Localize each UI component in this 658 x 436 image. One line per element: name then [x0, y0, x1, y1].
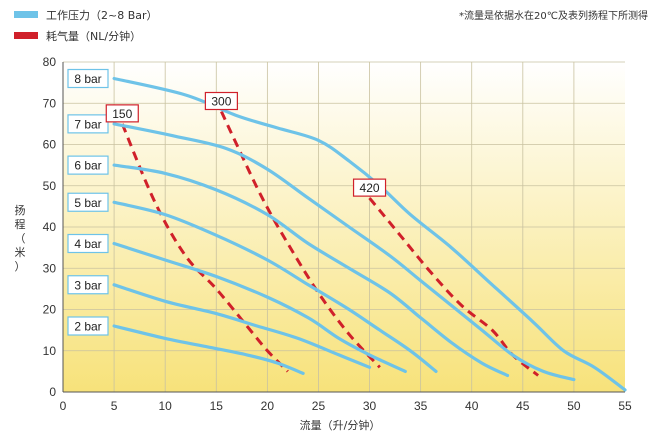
y-axis-label: 扬 程 （ 米 ）: [15, 203, 26, 273]
pressure-curve-3-bar: [112, 283, 372, 369]
air-label-box: [352, 178, 387, 197]
x-tick-label: 10: [159, 399, 173, 413]
pressure-label-7-bar: 7 bar: [74, 117, 101, 131]
air-line-150: [120, 123, 289, 373]
pressure-label-8-bar: 8 bar: [74, 72, 101, 86]
air-label-150: 150: [112, 107, 132, 121]
y-tick-label: 70: [43, 96, 57, 110]
x-tick-label: 30: [363, 399, 377, 413]
pressure-curve-2-bar: [112, 324, 305, 375]
x-tick-label: 0: [60, 399, 67, 413]
y-tick-label: 80: [43, 55, 57, 69]
y-axis-ticks: 0 10 20 30 40 50 60 70 80: [43, 55, 57, 399]
air-label-300: 300: [211, 95, 231, 109]
legend: 工作压力（2~8 Bar） 耗气量（NL/分钟）: [14, 9, 158, 43]
pressure-label-box: [67, 68, 109, 89]
pressure-curves: [112, 76, 627, 392]
pressure-labels: 8 bar 7 bar 6 bar 5 bar 4 bar 3 bar 2 bar: [67, 68, 109, 336]
pressure-label-box: [67, 155, 109, 175]
pressure-curve-7-bar: [112, 122, 576, 382]
pressure-label-3-bar: 3 bar: [74, 278, 101, 292]
y-tick-label: 40: [43, 220, 57, 234]
y-tick-label: 10: [43, 344, 57, 358]
x-tick-label: 35: [414, 399, 428, 413]
x-tick-label: 20: [261, 399, 275, 413]
legend-swatch-air: [14, 32, 38, 39]
x-tick-label: 25: [312, 399, 326, 413]
x-axis-ticks: 0 5 10 15 20 25 30 35 40 45 50 55: [60, 399, 632, 413]
y-axis-label-char: （: [15, 232, 26, 245]
legend-label-pressure: 工作压力（2~8 Bar）: [46, 9, 158, 22]
y-tick-label: 50: [43, 179, 57, 193]
pressure-label-box: [67, 114, 109, 134]
y-axis-label-char: 米: [15, 246, 26, 259]
air-label-box: [204, 91, 238, 111]
pressure-label-2-bar: 2 bar: [74, 320, 101, 334]
pressure-label-5-bar: 5 bar: [74, 196, 101, 210]
air-label-box: [105, 104, 139, 123]
pressure-label-box: [67, 275, 109, 295]
x-tick-label: 55: [618, 399, 632, 413]
y-axis-label-char: 程: [15, 218, 26, 231]
x-tick-label: 45: [516, 399, 530, 413]
y-tick-label: 0: [49, 385, 56, 399]
pressure-label-4-bar: 4 bar: [74, 237, 101, 251]
pressure-curve-5-bar: [112, 200, 438, 373]
measurement-note: *流量是依据水在20℃及表列扬程下所测得: [459, 9, 648, 22]
air-label-420: 420: [360, 181, 380, 195]
y-tick-label: 20: [43, 303, 57, 317]
legend-label-air: 耗气量（NL/分钟）: [46, 29, 141, 43]
y-axis-label-char: ）: [15, 260, 26, 273]
x-tick-label: 50: [567, 399, 581, 413]
pressure-curve-6-bar: [112, 163, 510, 378]
y-tick-label: 60: [43, 138, 57, 152]
x-tick-label: 40: [465, 399, 479, 413]
y-axis-label-char: 扬: [15, 203, 26, 217]
air-line-300: [220, 110, 381, 369]
pressure-label-box: [67, 233, 109, 254]
pressure-label-6-bar: 6 bar: [74, 159, 101, 173]
x-tick-label: 5: [111, 399, 118, 413]
legend-swatch-pressure: [14, 11, 38, 18]
x-tick-label: 15: [210, 399, 224, 413]
air-consumption-labels: 150 300 420: [105, 91, 387, 197]
y-tick-label: 30: [43, 261, 57, 275]
pressure-curve-4-bar: [112, 241, 407, 373]
pressure-label-box: [67, 192, 109, 212]
pressure-label-box: [67, 316, 109, 336]
pressure-curve-8-bar: [112, 76, 627, 392]
x-axis-label: 流量（升/分钟）: [300, 418, 381, 432]
